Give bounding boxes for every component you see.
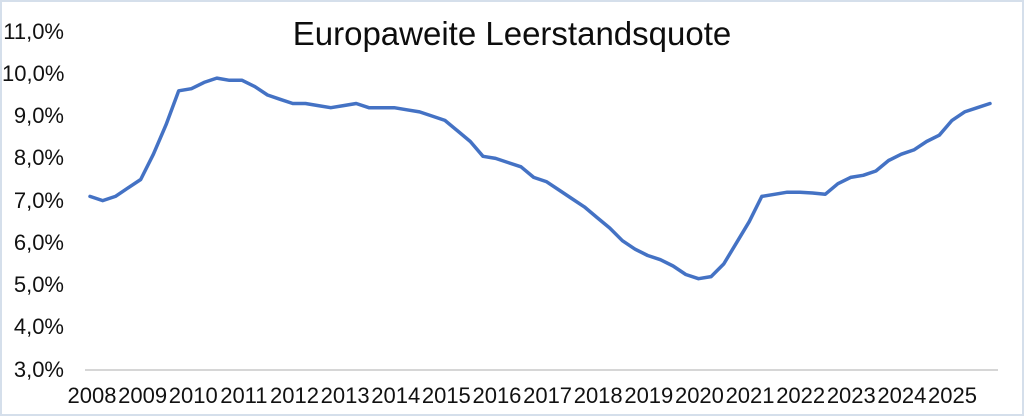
x-axis-tick-label: 2015 [421,383,471,408]
y-axis-tick-label: 9,0% [13,103,64,129]
x-axis-tick-label: 2014 [371,383,421,408]
x-axis-tick-label: 2016 [472,383,522,408]
y-axis-tick-label: 6,0% [13,229,64,255]
x-axis-tick-label: 2025 [928,383,977,408]
y-axis-tick-label: 10,0% [2,60,65,86]
y-axis-tick-label: 7,0% [13,187,64,213]
y-axis-tick-label: 5,0% [13,272,64,298]
chart-title: Europaweite Leerstandsquote [292,15,732,52]
x-axis-tick-label: 2024 [877,383,927,408]
x-axis-tick-label: 2022 [776,383,826,408]
y-axis-tick-label: 11,0% [3,18,64,44]
y-axis-tick-label: 8,0% [13,145,64,171]
x-axis-tick-label: 2011 [220,383,268,408]
x-axis-tick-label: 2020 [674,383,724,408]
x-axis-tick-label: 2008 [67,383,117,408]
x-axis-tick-label: 2019 [624,383,674,408]
x-axis-line [85,369,998,371]
vacancy-rate-line [88,76,992,281]
x-axis-tick-label: 2010 [168,383,218,408]
x-axis-tick-label: 2017 [523,383,573,408]
x-axis-tick-label: 2013 [320,383,370,408]
y-axis-tick-label: 4,0% [13,314,64,340]
y-axis-tick-label: 3,0% [13,356,64,382]
x-axis-tick-label: 2018 [573,383,623,408]
x-axis-tick-label: 2009 [118,383,168,408]
x-axis-tick-label: 2012 [269,383,319,408]
x-axis-tick-label: 2021 [725,383,775,408]
x-axis-tick-label: 2023 [826,383,876,408]
